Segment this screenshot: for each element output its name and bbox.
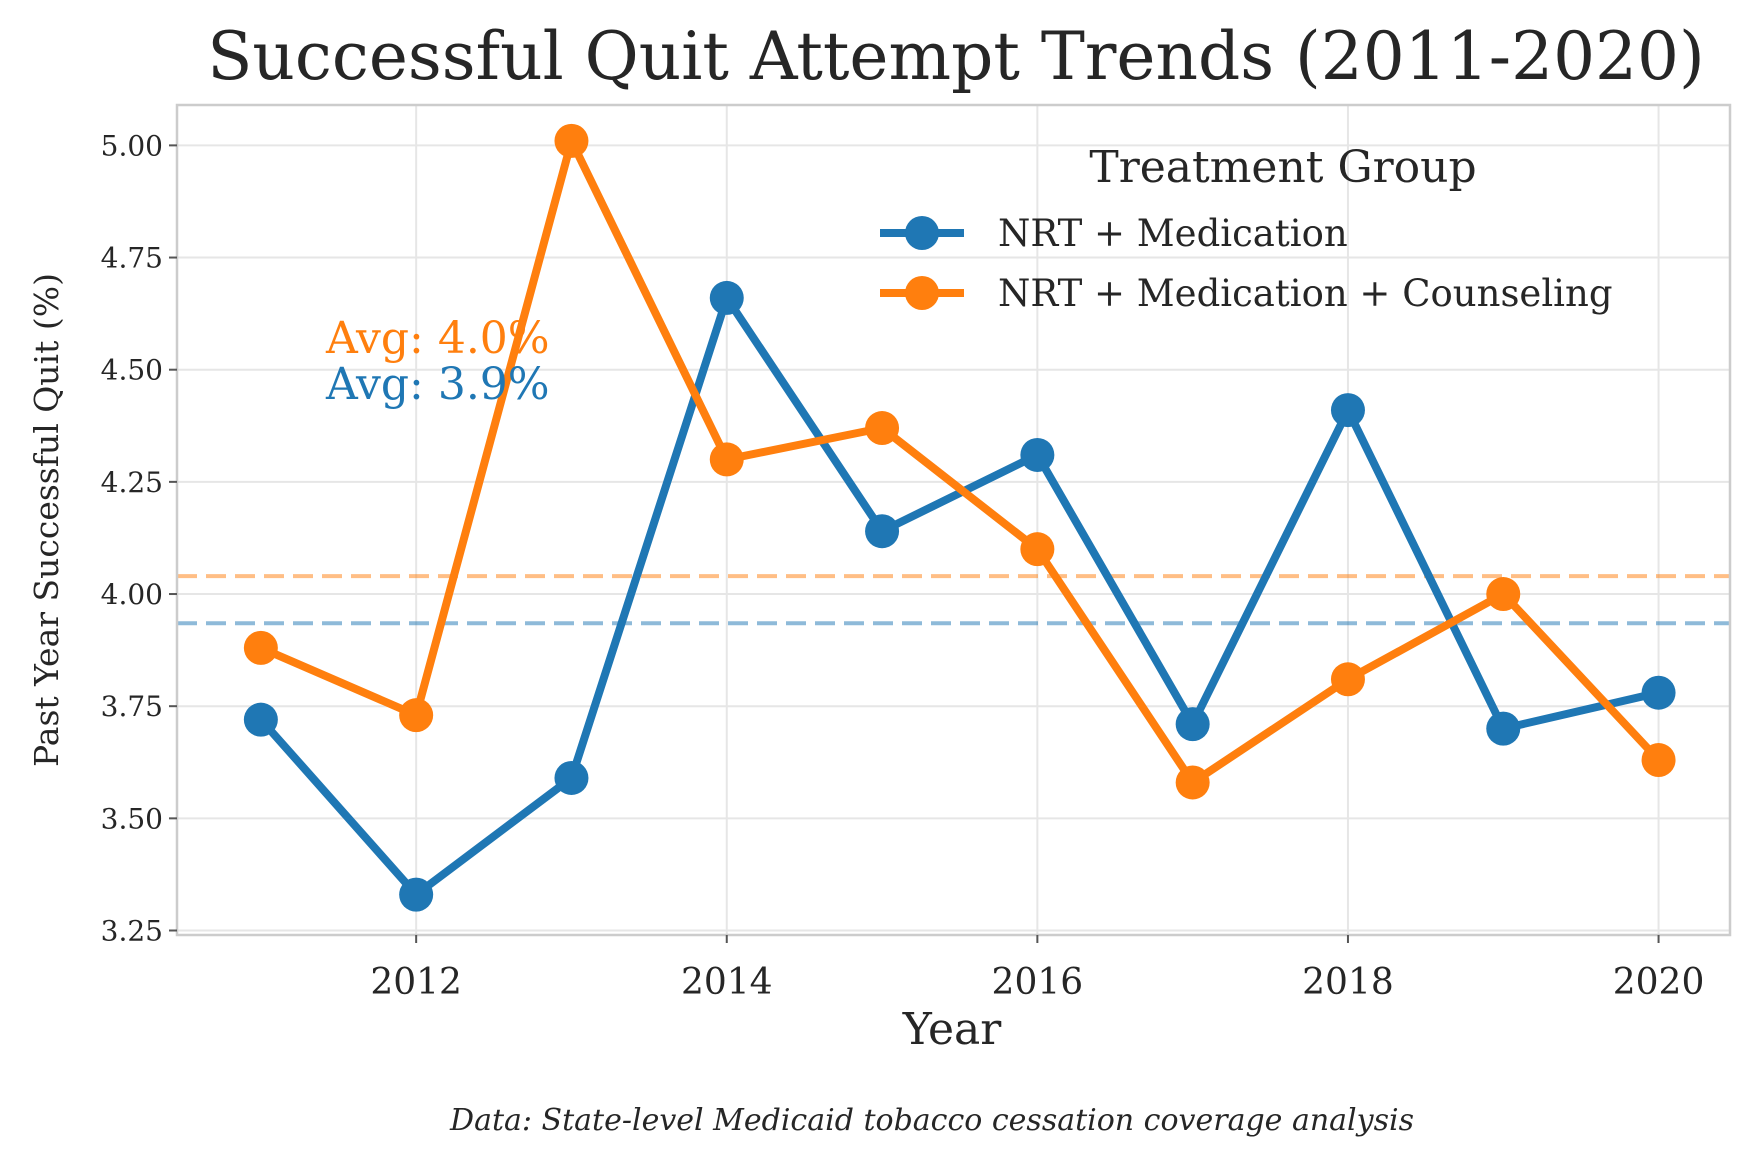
data-point-series-2 xyxy=(1330,662,1365,697)
data-point-series-2 xyxy=(709,442,744,477)
data-point-series-1 xyxy=(1330,393,1365,428)
data-point-series-1 xyxy=(1175,707,1210,742)
series-line-2 xyxy=(256,136,1663,787)
y-axis-label: Past Year Successful Quit (%) xyxy=(27,273,66,767)
data-point-series-1 xyxy=(1486,711,1521,746)
average-label-2: Avg: 4.0% xyxy=(325,313,550,364)
legend-label: NRT + Medication + Counseling xyxy=(998,272,1613,315)
legend-title: Treatment Group xyxy=(1089,142,1476,193)
legend-label: NRT + Medication xyxy=(998,212,1348,255)
y-tick-label: 4.25 xyxy=(101,466,163,499)
x-axis-ticks: 2012 2014 2016 2018 2020 xyxy=(370,935,1704,1003)
y-axis-ticks: 3.25 3.50 3.75 4.00 4.25 4.50 4.75 5.00 xyxy=(101,129,177,948)
data-point-series-2 xyxy=(1020,532,1055,567)
chart-title: Successful Quit Attempt Trends (2011-202… xyxy=(207,18,1705,95)
average-label-1: Avg: 3.9% xyxy=(325,359,550,410)
y-tick-label: 5.00 xyxy=(101,129,163,162)
footnote: Data: State-level Medicaid tobacco cessa… xyxy=(449,1103,1414,1138)
data-point-series-1 xyxy=(1641,675,1676,710)
average-labels: Avg: 3.9%Avg: 4.0% xyxy=(325,313,550,410)
data-point-series-1 xyxy=(399,877,434,912)
y-tick-label: 3.75 xyxy=(101,690,163,723)
y-tick-label: 4.00 xyxy=(101,578,163,611)
data-point-series-1 xyxy=(865,514,900,549)
data-point-series-2 xyxy=(243,630,278,665)
average-lines xyxy=(177,574,1730,626)
x-tick-label: 2020 xyxy=(1613,962,1705,1003)
series-lines xyxy=(256,136,1663,899)
y-tick-label: 3.50 xyxy=(101,802,163,835)
x-tick-label: 2014 xyxy=(681,962,773,1003)
data-point-series-2 xyxy=(865,411,900,446)
series-points xyxy=(243,123,1676,912)
x-tick-label: 2012 xyxy=(370,962,462,1003)
y-tick-label: 4.50 xyxy=(101,354,163,387)
data-point-series-1 xyxy=(554,760,589,795)
x-tick-label: 2018 xyxy=(1302,962,1394,1003)
data-point-series-2 xyxy=(1175,765,1210,800)
data-point-series-1 xyxy=(709,280,744,315)
data-point-series-1 xyxy=(1020,437,1055,472)
y-tick-label: 4.75 xyxy=(101,242,163,275)
y-tick-label: 3.25 xyxy=(101,915,163,948)
x-axis-label: Year xyxy=(902,1004,1002,1055)
data-point-series-2 xyxy=(399,698,434,733)
legend-swatch-marker xyxy=(905,276,939,310)
data-point-series-2 xyxy=(1486,577,1521,612)
legend-items: NRT + Medication NRT + Medication + Couns… xyxy=(880,212,1613,315)
legend-swatch-marker xyxy=(905,216,939,250)
data-point-series-2 xyxy=(1641,743,1676,778)
plot-frame xyxy=(175,103,1732,937)
data-point-series-2 xyxy=(554,123,589,158)
grid-lines xyxy=(177,105,1730,935)
x-tick-label: 2016 xyxy=(992,962,1084,1003)
data-point-series-1 xyxy=(243,702,278,737)
